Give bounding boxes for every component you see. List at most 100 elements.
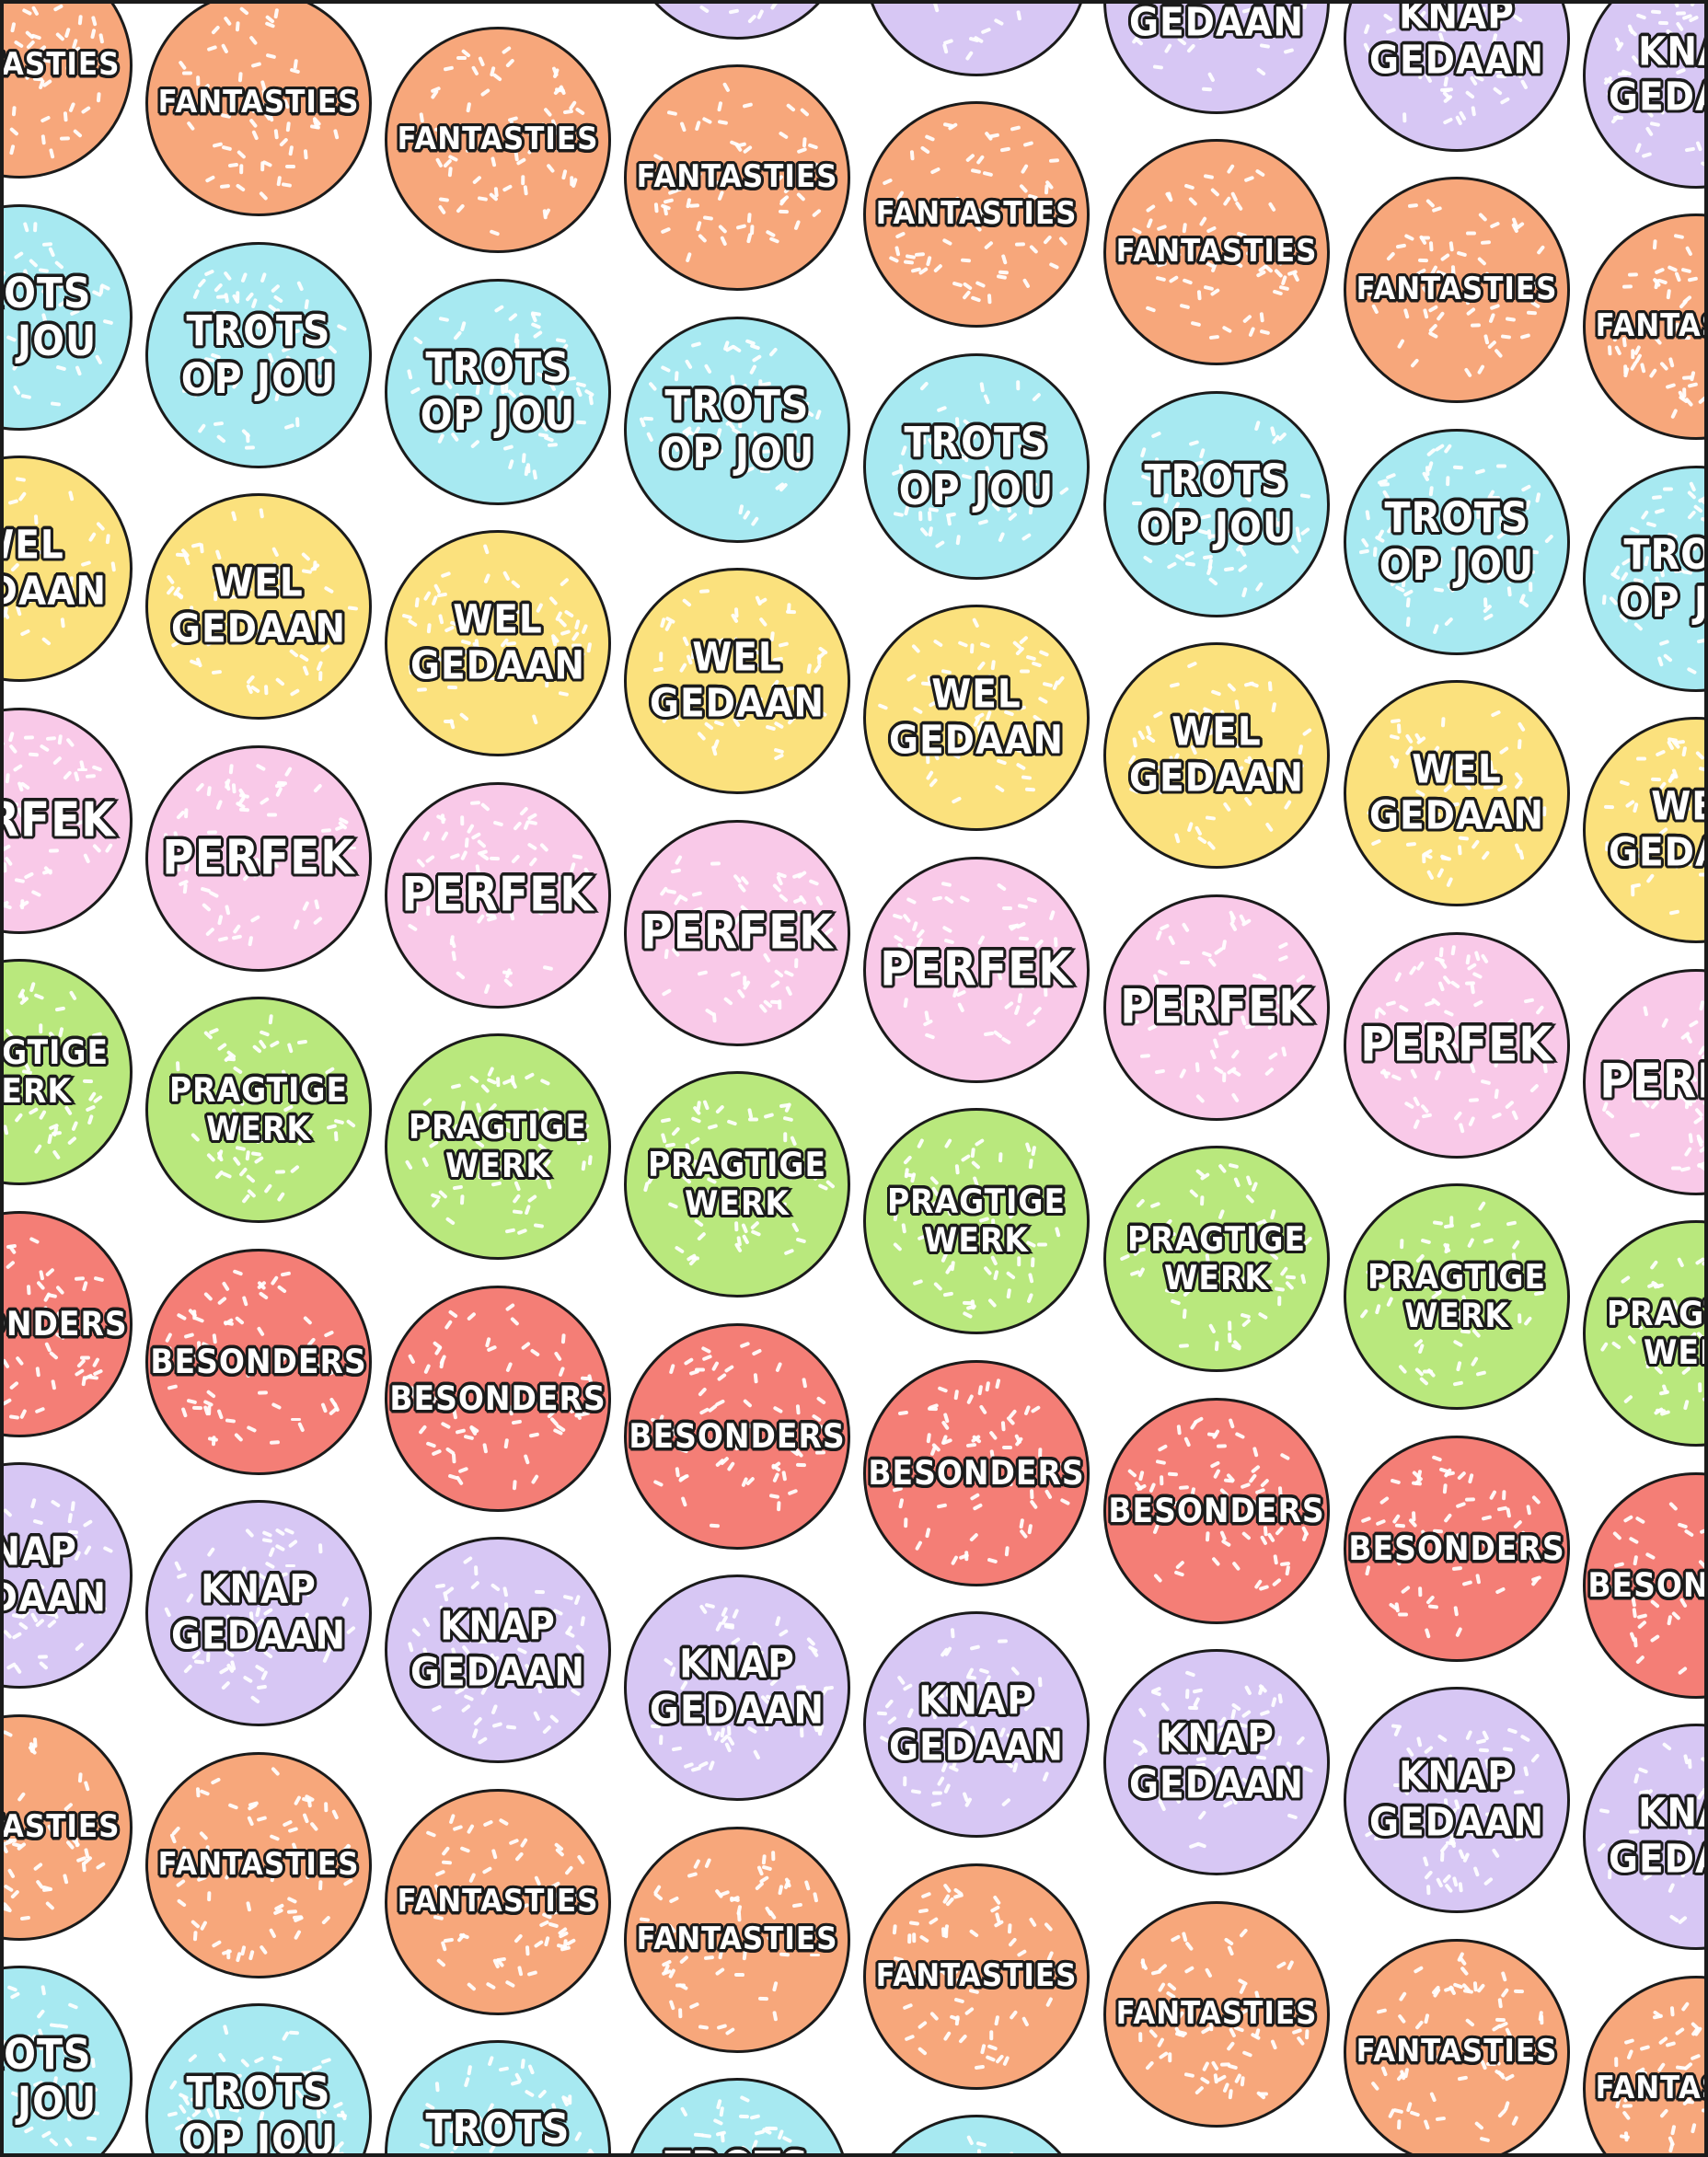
sprinkle: [1413, 1119, 1421, 1130]
sprinkle: [993, 1895, 1002, 1906]
sprinkle: [0, 10, 2, 17]
sprinkle: [216, 1408, 224, 1420]
sprinkle: [1645, 125, 1654, 136]
sprinkle: [0, 496, 3, 507]
sprinkle: [1480, 953, 1489, 964]
sprinkle: [473, 1716, 483, 1726]
sprinkle: [1438, 980, 1446, 992]
sprinkle: [977, 2149, 983, 2157]
sprinkle: [1419, 1377, 1429, 1387]
sprinkle: [1511, 1110, 1518, 1121]
sprinkle: [559, 1366, 566, 1378]
sprinkle: [906, 896, 917, 905]
sprinkle: [232, 782, 237, 793]
sticker-label-line: FANTASTIES: [635, 156, 839, 197]
sprinkle: [993, 1270, 999, 1281]
sprinkle: [997, 1640, 1008, 1644]
sprinkle: [463, 2076, 470, 2088]
sprinkle: [902, 913, 912, 923]
sprinkle: [1375, 1518, 1386, 1526]
sprinkle: [1185, 561, 1196, 567]
sprinkle: [1027, 1524, 1033, 1535]
sprinkle: [1270, 2038, 1278, 2050]
sprinkle: [433, 583, 442, 594]
sprinkle: [1425, 1595, 1436, 1605]
sprinkle: [261, 1529, 273, 1538]
sprinkle: [1662, 487, 1673, 491]
sprinkle: [929, 167, 941, 175]
sprinkle: [5, 773, 10, 784]
sprinkle: [320, 2057, 332, 2064]
sprinkle: [17, 1792, 26, 1803]
sprinkle: [1189, 439, 1200, 446]
sprinkle: [782, 1471, 788, 1482]
sprinkle: [910, 1788, 921, 1794]
sticker-label-line: FANTASTIES: [0, 44, 121, 85]
sprinkle: [703, 1100, 710, 1111]
sprinkle: [1015, 646, 1025, 657]
sprinkle: [283, 423, 294, 431]
sprinkle: [1535, 1005, 1545, 1016]
sprinkle: [968, 1929, 979, 1938]
sprinkle: [217, 1296, 227, 1306]
sprinkle: [1032, 1006, 1043, 1016]
sprinkle: [1659, 2108, 1669, 2118]
sprinkle: [63, 110, 69, 122]
sticker-label-line: FANTASTIES: [1114, 231, 1319, 271]
sprinkle: [1408, 965, 1417, 976]
sprinkle: [288, 2030, 299, 2036]
sprinkle: [963, 282, 974, 291]
sprinkle: [960, 1154, 971, 1163]
sprinkle: [31, 889, 42, 897]
sprinkle: [559, 577, 570, 587]
sprinkle: [746, 212, 752, 224]
sprinkle: [936, 1504, 948, 1509]
sprinkle: [1411, 1481, 1422, 1486]
sprinkle: [525, 1072, 536, 1080]
sticker-label: FANTASTIES: [866, 1955, 1087, 1996]
sprinkle: [30, 1498, 37, 1509]
sprinkle: [260, 797, 271, 806]
sprinkle: [549, 1713, 560, 1724]
sticker-label-line: GEDAAN: [169, 605, 347, 654]
sticker-label-line: TROTS: [1383, 490, 1530, 543]
sprinkle: [1241, 586, 1248, 598]
sprinkle: [517, 1966, 524, 1977]
sprinkle: [1422, 852, 1426, 863]
sprinkle: [674, 855, 683, 866]
sprinkle: [1502, 1747, 1514, 1751]
sprinkle: [700, 1345, 711, 1355]
sprinkle: [1044, 1921, 1054, 1932]
sprinkle: [741, 1234, 750, 1245]
sprinkle: [1223, 566, 1234, 571]
sprinkle: [49, 147, 55, 159]
sticker-label: PERFEK: [0, 790, 130, 849]
sprinkle: [278, 137, 289, 147]
sprinkle: [521, 1342, 531, 1351]
sprinkle: [23, 871, 35, 880]
sprinkle: [754, 2130, 766, 2136]
sprinkle: [1673, 233, 1685, 239]
sprinkle: [512, 1419, 523, 1425]
sprinkle: [524, 1453, 531, 1465]
sprinkle: [218, 1667, 229, 1676]
sprinkle: [1668, 909, 1680, 916]
sprinkle: [171, 1826, 181, 1837]
sprinkle: [1228, 1162, 1239, 1169]
sprinkle: [1009, 2010, 1019, 2021]
sticker-label-line: FANTASTIES: [156, 82, 361, 122]
sprinkle: [1003, 1000, 1014, 1010]
sprinkle: [749, 2114, 761, 2120]
sprinkle: [1472, 560, 1483, 564]
sprinkle: [957, 1002, 965, 1013]
sprinkle: [1483, 597, 1488, 608]
sprinkle: [214, 283, 224, 293]
sprinkle: [1001, 1798, 1012, 1807]
